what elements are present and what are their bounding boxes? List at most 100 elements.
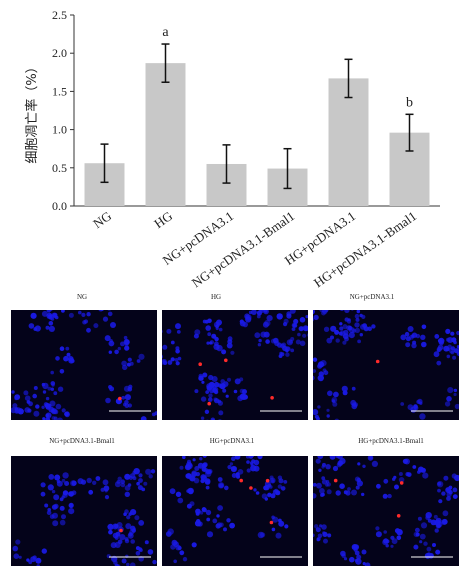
- nucleus: [167, 360, 173, 365]
- nucleus: [359, 333, 363, 337]
- nucleus: [208, 397, 213, 402]
- nucleus: [41, 405, 45, 409]
- nucleus: [253, 488, 257, 492]
- nucleus: [335, 490, 341, 496]
- nucleus: [104, 495, 110, 500]
- nucleus: [86, 312, 91, 317]
- nucleus: [420, 522, 428, 529]
- nucleus: [325, 480, 330, 484]
- nucleus: [317, 363, 323, 369]
- nucleus: [152, 559, 157, 565]
- nucleus: [275, 490, 281, 496]
- nucleus: [40, 482, 46, 488]
- nucleus: [436, 360, 442, 366]
- nucleus: [56, 417, 63, 420]
- nucleus: [129, 562, 136, 566]
- nucleus: [211, 418, 216, 420]
- nucleus: [307, 333, 308, 337]
- nucleus: [138, 353, 145, 360]
- nucleus: [356, 310, 361, 314]
- nucleus: [412, 465, 417, 469]
- nucleus: [202, 372, 208, 378]
- nucleus: [51, 504, 58, 510]
- nucleus: [334, 329, 340, 335]
- nucleus: [18, 555, 22, 559]
- nucleus: [121, 395, 126, 400]
- nucleus: [81, 312, 86, 317]
- nucleus: [443, 475, 449, 481]
- nucleus: [452, 487, 458, 493]
- nucleus: [162, 354, 163, 359]
- nucleus: [342, 340, 347, 345]
- nucleus: [124, 537, 129, 542]
- nucleus: [50, 387, 54, 391]
- nucleus: [313, 357, 318, 362]
- nucleus: [321, 524, 327, 530]
- nucleus: [48, 474, 55, 480]
- nucleus: [11, 390, 15, 394]
- nucleus: [394, 484, 399, 490]
- nucleus: [55, 403, 62, 410]
- nucleus: [103, 485, 110, 492]
- nucleus: [335, 338, 340, 343]
- nucleus: [362, 464, 366, 468]
- y-tick-label: 2.5: [52, 8, 67, 22]
- nucleus: [206, 517, 211, 522]
- nucleus: [33, 327, 38, 331]
- nucleus: [41, 310, 48, 317]
- nucleus: [177, 356, 182, 361]
- nucleus: [453, 340, 457, 345]
- nucleus: [14, 409, 19, 414]
- nucleus: [53, 494, 60, 501]
- nucleus: [215, 523, 221, 529]
- nucleus: [15, 539, 21, 545]
- nucleus: [162, 344, 168, 350]
- nucleus: [277, 475, 283, 480]
- nucleus: [194, 520, 202, 527]
- nucleus: [116, 522, 123, 528]
- nucleus: [260, 331, 267, 338]
- nucleus: [348, 327, 355, 334]
- nucleus: [45, 325, 50, 330]
- nucleus: [257, 343, 262, 347]
- nucleus: [144, 540, 149, 545]
- nucleus: [220, 379, 225, 384]
- nucleus: [170, 357, 175, 362]
- nucleus: [356, 480, 363, 487]
- nucleus: [138, 478, 143, 483]
- nucleus: [350, 310, 354, 311]
- nucleus: [435, 549, 441, 555]
- nucleus: [83, 319, 89, 324]
- nucleus: [266, 315, 273, 322]
- nucleus: [113, 560, 118, 565]
- image-label-ng: NG: [76, 293, 88, 301]
- nucleus: [120, 482, 126, 488]
- nucleus: [347, 318, 351, 322]
- nucleus: [313, 310, 315, 315]
- nucleus: [138, 520, 145, 526]
- nucleus: [265, 339, 270, 344]
- nucleus: [355, 317, 360, 322]
- nucleus: [257, 456, 263, 460]
- y-tick-label: 2.0: [52, 46, 67, 60]
- nucleus: [26, 558, 30, 562]
- nucleus: [212, 518, 218, 524]
- nucleus: [177, 545, 182, 551]
- nucleus: [226, 342, 233, 349]
- nucleus: [284, 524, 289, 529]
- nucleus: [318, 468, 322, 472]
- nucleus: [216, 514, 220, 518]
- nucleus: [102, 316, 109, 322]
- nucleus: [53, 391, 58, 396]
- nucleus: [369, 456, 373, 460]
- nucleus: [201, 466, 207, 472]
- nucleus: [302, 333, 307, 338]
- nucleus: [198, 373, 203, 379]
- nucleus: [446, 496, 451, 501]
- nucleus: [333, 391, 339, 398]
- nucleus: [88, 489, 94, 495]
- nucleus: [359, 313, 363, 318]
- nucleus: [416, 399, 421, 404]
- nucleus: [229, 522, 235, 529]
- microscopy-field: [313, 456, 459, 566]
